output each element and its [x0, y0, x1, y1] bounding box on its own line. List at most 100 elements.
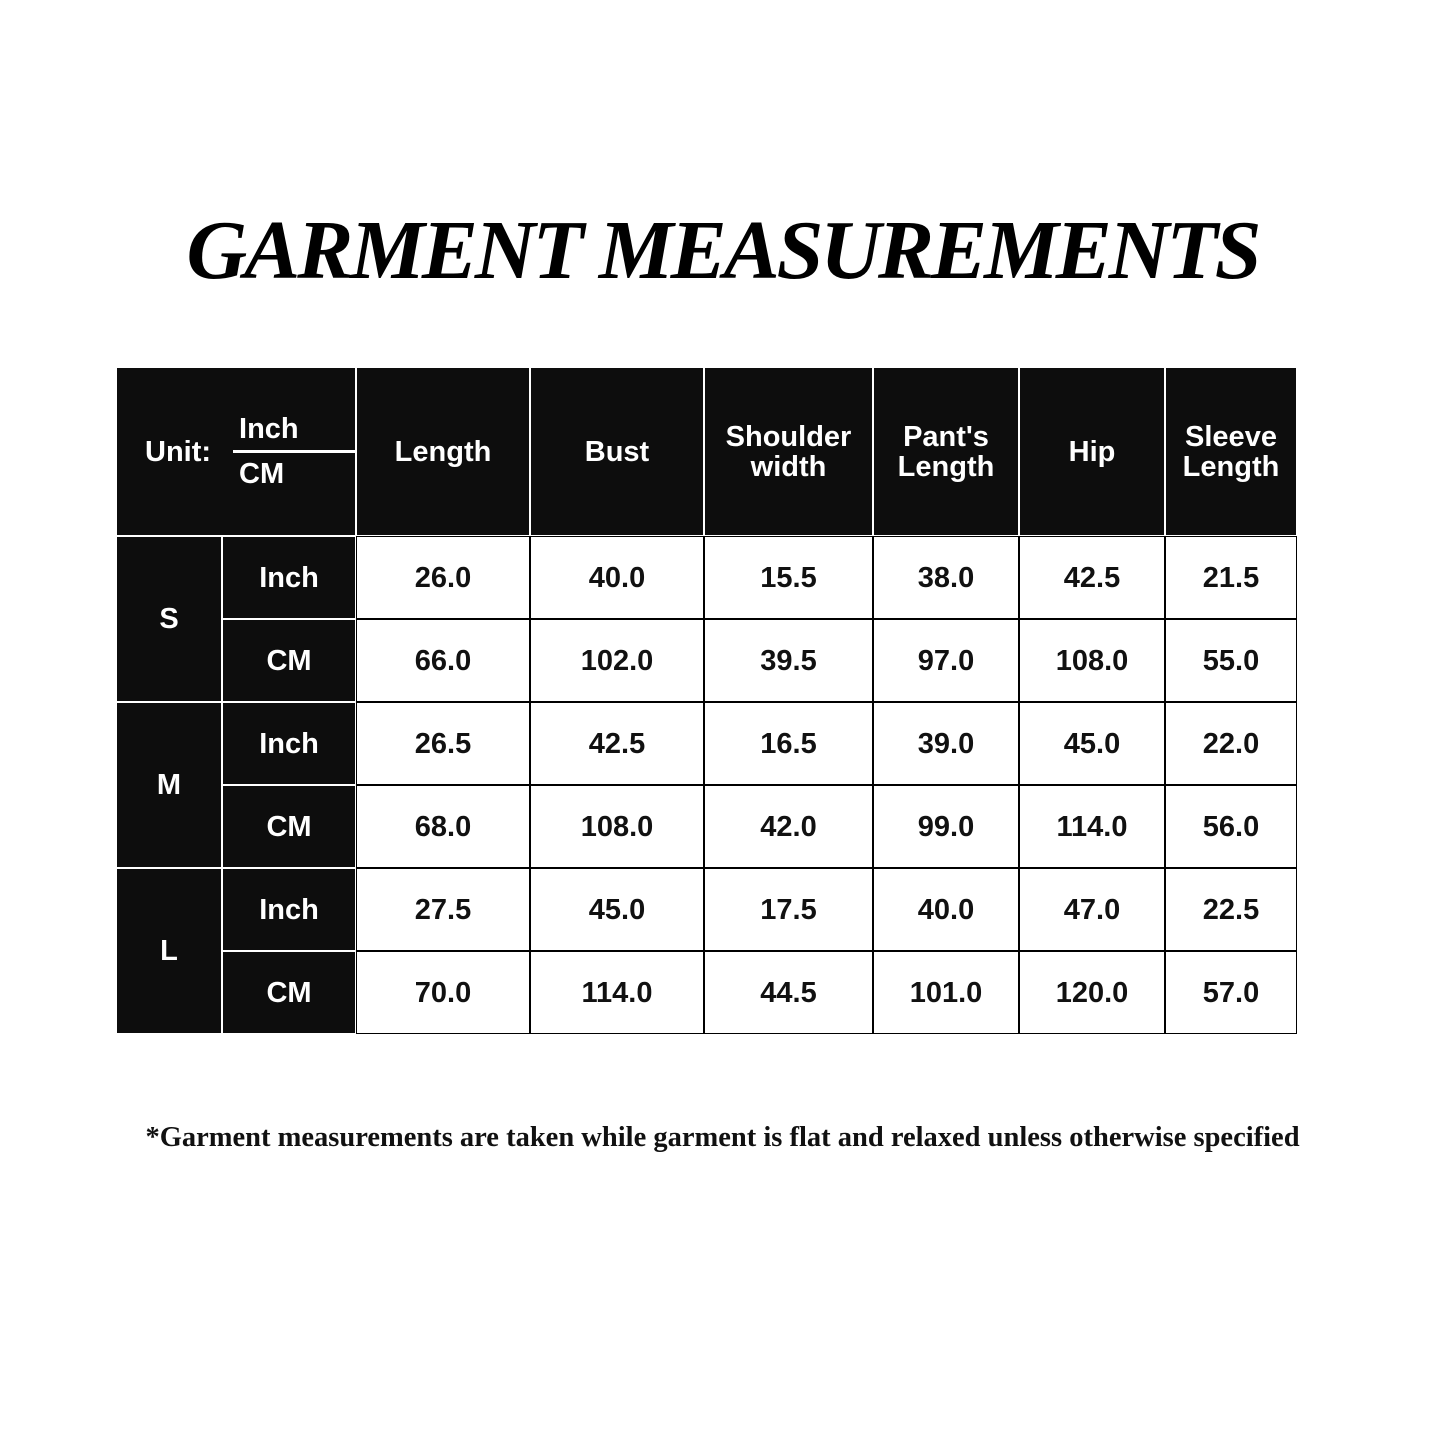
measurement-cell: 57.0 — [1165, 951, 1297, 1034]
measurement-value: 22.5 — [1202, 893, 1260, 926]
measurement-cell: 70.0 — [356, 951, 530, 1034]
unit-fraction: Inch CM — [233, 413, 369, 490]
measurement-value: 27.5 — [414, 893, 472, 926]
unit-label-cell: Inch — [222, 868, 356, 951]
column-header-text: Pant's — [903, 420, 989, 453]
column-header-text: Hip — [1068, 435, 1116, 468]
size-label-cell: L — [116, 868, 222, 1034]
measurement-value: 108.0 — [580, 810, 654, 843]
measurement-cell: 114.0 — [530, 951, 704, 1034]
measurement-cell: 108.0 — [530, 785, 704, 868]
measurement-value: 39.5 — [760, 644, 817, 677]
measurement-value: 102.0 — [580, 644, 654, 677]
column-header: Hip — [1019, 367, 1165, 536]
measurement-cell: 44.5 — [704, 951, 873, 1034]
measurement-cell: 101.0 — [873, 951, 1019, 1034]
size-label: M — [156, 769, 182, 801]
measurement-value: 114.0 — [1056, 810, 1128, 843]
measurement-cell: 42.5 — [530, 702, 704, 785]
unit-label: Inch — [259, 893, 319, 926]
column-header: Bust — [530, 367, 704, 536]
measurement-value: 44.5 — [760, 976, 817, 1009]
unit-label: CM — [266, 644, 312, 677]
measurement-cell: 39.5 — [704, 619, 873, 702]
measurement-value: 45.0 — [588, 893, 646, 926]
measurement-value: 66.0 — [414, 644, 472, 677]
measurement-cell: 21.5 — [1165, 536, 1297, 619]
measurement-value: 40.0 — [917, 893, 975, 926]
measurement-value: 26.5 — [414, 727, 472, 760]
column-header-text: Sleeve — [1185, 420, 1277, 453]
measurement-value: 38.0 — [917, 561, 975, 594]
column-header: Length — [356, 367, 530, 536]
measurement-value: 26.0 — [414, 561, 472, 594]
unit-label-cell: CM — [222, 619, 356, 702]
measurement-cell: 47.0 — [1019, 868, 1165, 951]
measurement-cell: 99.0 — [873, 785, 1019, 868]
size-label-cell: S — [116, 536, 222, 702]
column-header-text: width — [750, 450, 827, 483]
measurement-cell: 102.0 — [530, 619, 704, 702]
measurement-cell: 40.0 — [873, 868, 1019, 951]
size-label: S — [159, 603, 179, 635]
measurement-cell: 97.0 — [873, 619, 1019, 702]
measurement-cell: 114.0 — [1019, 785, 1165, 868]
measurement-cell: 120.0 — [1019, 951, 1165, 1034]
measurement-cell: 42.5 — [1019, 536, 1165, 619]
measurement-value: 70.0 — [414, 976, 472, 1009]
column-header: Pant's Length — [873, 367, 1019, 536]
measurement-cell: 45.0 — [530, 868, 704, 951]
measurement-cell: 55.0 — [1165, 619, 1297, 702]
measurement-value: 15.5 — [760, 561, 817, 594]
column-header: Shoulder width — [704, 367, 873, 536]
measurement-cell: 68.0 — [356, 785, 530, 868]
unit-label-cell: Inch — [222, 702, 356, 785]
unit-label-cell: CM — [222, 785, 356, 868]
column-header: Sleeve Length — [1165, 367, 1297, 536]
measurement-cell: 39.0 — [873, 702, 1019, 785]
measurement-value: 17.5 — [760, 893, 817, 926]
unit-label: CM — [266, 810, 312, 843]
measurement-value: 42.5 — [588, 727, 646, 760]
measurement-value: 57.0 — [1202, 976, 1260, 1009]
measurement-value: 40.0 — [588, 561, 646, 594]
measurement-value: 42.5 — [1063, 561, 1121, 594]
measurement-value: 68.0 — [414, 810, 472, 843]
measurement-cell: 40.0 — [530, 536, 704, 619]
measurement-value: 47.0 — [1063, 893, 1121, 926]
unit-top: Inch — [239, 413, 299, 445]
unit-bottom: CM — [239, 458, 285, 490]
unit-header-cell: Unit: Inch CM — [116, 367, 369, 536]
measurement-cell: 26.5 — [356, 702, 530, 785]
measurement-value: 45.0 — [1063, 727, 1121, 760]
size-label-cell: M — [116, 702, 222, 868]
measurement-value: 108.0 — [1055, 644, 1129, 677]
measurement-value: 120.0 — [1055, 976, 1129, 1009]
measurement-cell: 66.0 — [356, 619, 530, 702]
unit-divider — [233, 450, 369, 453]
measurement-cell: 27.5 — [356, 868, 530, 951]
measurement-value: 56.0 — [1202, 810, 1260, 843]
measurement-value: 16.5 — [760, 727, 817, 760]
measurement-cell: 38.0 — [873, 536, 1019, 619]
column-header-text: Bust — [584, 435, 650, 468]
measurement-cell: 16.5 — [704, 702, 873, 785]
measurement-cell: 17.5 — [704, 868, 873, 951]
measurement-value: 99.0 — [917, 810, 975, 843]
column-header-text: Shoulder — [725, 420, 852, 453]
measurement-value: 114.0 — [581, 976, 653, 1009]
column-header-text: Length — [897, 450, 995, 483]
measurement-cell: 108.0 — [1019, 619, 1165, 702]
footnote: *Garment measurements are taken while ga… — [145, 1122, 1300, 1153]
column-header-text: Length — [394, 435, 492, 468]
measurement-cell: 26.0 — [356, 536, 530, 619]
measurement-cell: 15.5 — [704, 536, 873, 619]
measurement-cell: 45.0 — [1019, 702, 1165, 785]
unit-label-cell: Inch — [222, 536, 356, 619]
unit-label: CM — [266, 976, 312, 1009]
measurement-cell: 42.0 — [704, 785, 873, 868]
measurement-value: 97.0 — [917, 644, 975, 677]
measurement-value: 39.0 — [917, 727, 975, 760]
size-chart-table: Unit: Inch CM Length Bust Shoulder width Pan… — [116, 367, 1297, 1035]
column-header-text: Length — [1182, 450, 1280, 483]
